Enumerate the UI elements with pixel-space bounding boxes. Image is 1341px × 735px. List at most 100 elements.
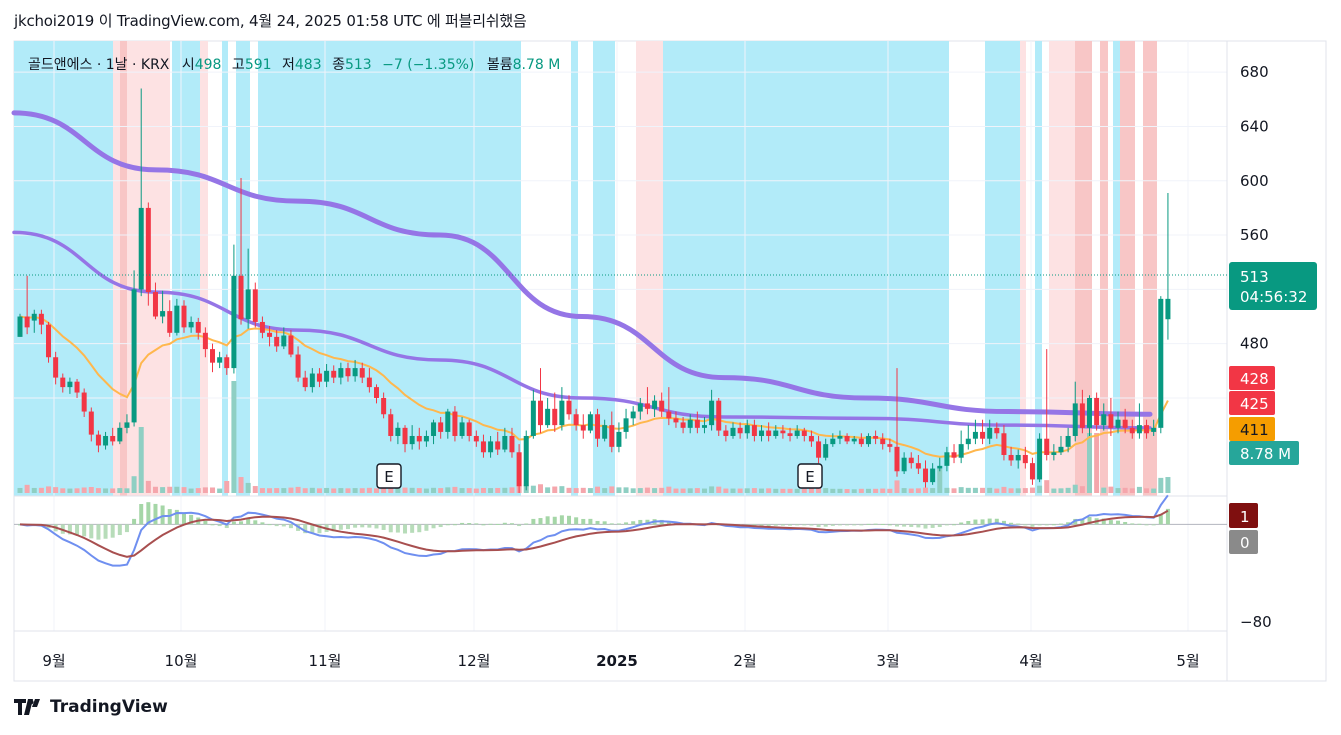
candle-body-129	[937, 465, 943, 469]
earnings-marker-2[interactable]: E	[797, 463, 823, 489]
candle-body-28	[217, 357, 223, 363]
macd-hist-120	[873, 523, 878, 525]
volume-bar-81	[595, 486, 601, 493]
macd-hist-36	[274, 524, 279, 527]
candle-body-13	[110, 435, 116, 442]
volume-bar-138	[1001, 486, 1007, 493]
candle-body-65	[480, 441, 486, 453]
candle-body-90	[659, 400, 665, 412]
macd-hist-35	[267, 524, 272, 526]
volume-bar-49	[366, 487, 372, 493]
candle-body-36	[274, 336, 280, 347]
volume-bar-65	[480, 487, 486, 493]
macd-badge-2: 0	[1229, 530, 1258, 554]
volume-bar-52	[388, 487, 394, 493]
svg-text:1: 1	[1240, 508, 1250, 526]
macd-hist-62	[460, 522, 465, 525]
candle-body-76	[559, 400, 565, 426]
macd-hist-22	[174, 509, 179, 525]
macd-hist-107	[780, 524, 785, 526]
candle-body-35	[267, 332, 273, 337]
volume-bar-129	[937, 469, 943, 493]
candle-body-127	[923, 468, 929, 483]
volume-bar-94	[687, 488, 693, 493]
volume-bar-146	[1058, 488, 1064, 493]
macd-hist-144	[1044, 524, 1049, 526]
volume-bar-66	[488, 488, 494, 493]
volume-bar-4	[46, 486, 52, 493]
volume-bar-111	[808, 488, 814, 493]
macd-hist-153	[1108, 520, 1113, 525]
candle-body-56	[416, 435, 422, 442]
volume-bar-127	[923, 487, 929, 493]
footer-logo[interactable]: TradingView	[14, 697, 168, 717]
volume-bar-0	[17, 487, 23, 493]
macd-hist-48	[360, 524, 365, 528]
earnings-marker-1[interactable]: E	[376, 463, 402, 489]
legend: 골드앤에스 · 1날 · KRX 시498 고591 저483 종513 −7 …	[28, 57, 560, 73]
band-15	[1035, 41, 1042, 496]
volume-bar-149	[1079, 486, 1085, 493]
macd-hist-29	[224, 524, 229, 529]
candle-body-70	[516, 452, 522, 487]
band-19	[1113, 41, 1120, 496]
volume-bar-34	[259, 488, 265, 493]
volume-bar-158	[1144, 488, 1150, 493]
macd-hist-30	[231, 521, 236, 525]
candle-body-116	[844, 435, 850, 442]
legend-change: −7 (−1.35%)	[382, 57, 474, 73]
legend-open: 498	[195, 57, 222, 73]
macd-hist-46	[345, 524, 350, 530]
macd-hist-85	[624, 522, 629, 525]
volume-bar-91	[666, 486, 672, 493]
candle-body-34	[259, 321, 265, 333]
macd-hist-161	[1165, 508, 1170, 525]
volume-bar-92	[673, 488, 679, 493]
volume-bar-35	[267, 488, 273, 493]
macd-hist-86	[631, 521, 636, 525]
volume-bar-6	[60, 488, 66, 493]
candle-body-136	[987, 427, 993, 439]
macd-hist-15	[124, 524, 129, 533]
candle-body-32	[245, 289, 251, 320]
candle-body-120	[873, 435, 879, 439]
volume-bar-8	[74, 488, 80, 493]
band-13	[985, 41, 1020, 496]
volume-bar-121	[880, 488, 886, 493]
candle-body-23	[181, 305, 187, 328]
ma-long-line	[11, 110, 1153, 417]
macd-hist-110	[802, 524, 807, 526]
candle-body-97	[709, 400, 715, 426]
volume-bar-11	[95, 488, 101, 493]
time-tick-3: 12월	[458, 652, 491, 670]
volume-bar-23	[181, 487, 187, 493]
volume-bar-51	[381, 487, 387, 493]
candle-body-40	[302, 377, 308, 388]
candle-body-154	[1115, 419, 1121, 428]
tradingview-logo-icon	[14, 699, 40, 715]
candle-body-92	[673, 418, 679, 423]
candle-body-72	[530, 400, 536, 436]
ma-badge-3: 411	[1229, 417, 1275, 441]
macd-hist-40	[303, 524, 308, 534]
band-6	[222, 41, 228, 496]
volume-bar-9	[81, 487, 87, 493]
candle-body-138	[1001, 433, 1007, 455]
band-14	[1020, 41, 1026, 496]
volume-bar-56	[416, 488, 422, 493]
volume-bar-5	[53, 487, 59, 493]
macd-hist-159	[1151, 524, 1156, 526]
macd-hist-118	[859, 524, 864, 526]
macd-hist-38	[288, 524, 293, 529]
macd-hist-65	[481, 524, 486, 526]
volume-bar-98	[716, 486, 722, 493]
time-tick-5: 2월	[733, 652, 756, 670]
time-tick-4: 2025	[596, 652, 638, 670]
candle-body-29	[224, 357, 230, 369]
volume-bar-160	[1158, 477, 1164, 493]
candle-body-105	[766, 430, 772, 436]
macd-hist-135	[980, 519, 985, 525]
volume-bar-134	[972, 487, 978, 493]
macd-hist-134	[973, 519, 978, 525]
